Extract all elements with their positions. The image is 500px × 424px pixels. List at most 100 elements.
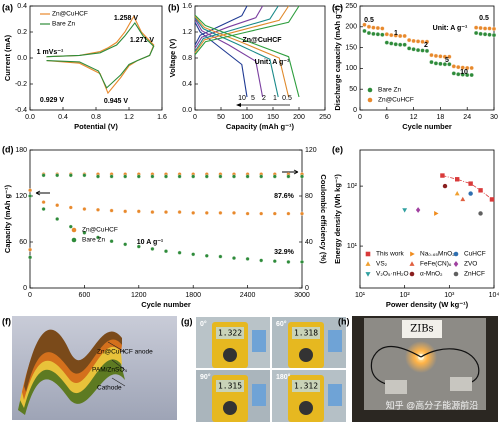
data-point [468, 181, 473, 186]
y2-tick-label: 0 [305, 285, 309, 292]
data-point [402, 208, 408, 213]
data-point [415, 39, 421, 44]
data-point [362, 28, 367, 34]
data-point [41, 207, 46, 211]
y2-axis-label: Coulombic efficiency (%) [319, 174, 328, 264]
data-point [406, 37, 412, 43]
meter-reading: 1.318 [294, 329, 318, 338]
annotation: 1 mVs⁻¹ [37, 49, 64, 56]
display [292, 327, 320, 339]
data-point [136, 209, 141, 214]
data-point [442, 54, 448, 59]
legend-swatch [71, 237, 77, 243]
data-point [454, 190, 460, 196]
annotation: Unit: A g⁻¹ [255, 59, 290, 66]
y-tick-label: 250 [345, 3, 357, 10]
data-point [429, 60, 434, 65]
data-point [204, 210, 209, 215]
y-tick-label: 150 [345, 44, 357, 51]
y-tick-label: 50 [349, 86, 357, 93]
legend-swatch [365, 261, 371, 266]
data-point [96, 235, 100, 240]
data-point [164, 249, 168, 254]
legend-label: FeFe(CN)₆ [420, 261, 452, 268]
data-point [55, 217, 60, 221]
data-point [447, 54, 452, 59]
layer-label: Zn@CuHCF anode [97, 349, 153, 356]
dial [223, 348, 237, 362]
data-point [123, 209, 128, 214]
meter-reading: 1.322 [218, 329, 242, 338]
y-tick-label: 100 [345, 65, 357, 72]
x-tick-label: 10¹ [355, 292, 366, 299]
annotation: 10 [460, 69, 468, 76]
data-point [164, 174, 168, 179]
data-point [393, 42, 398, 47]
data-point [96, 207, 100, 212]
x-tick-label: 250 [319, 114, 331, 121]
data-point [28, 247, 33, 252]
data-point [402, 42, 407, 47]
x-tick-label: 2400 [240, 292, 256, 299]
display [216, 380, 244, 392]
legend-label: Bare Zn [52, 21, 76, 28]
plot-frame [29, 149, 303, 289]
data-point [55, 173, 60, 178]
x-axis-label: Capacity (mAh g⁻¹) [226, 122, 295, 131]
data-point [393, 33, 398, 38]
legend-label: Bare Zn [378, 87, 402, 94]
dial [223, 401, 237, 415]
series-line [194, 5, 264, 98]
legend-label: Zn@CuHCF [378, 97, 414, 104]
legend-swatch [409, 261, 415, 266]
data-point [82, 173, 87, 178]
data-point [68, 173, 73, 178]
data-point [300, 174, 304, 179]
data-point [123, 174, 128, 179]
data-point [442, 62, 448, 67]
angle-label: 180° [276, 373, 291, 381]
data-point [473, 30, 479, 36]
legend-label: CuHCF [464, 251, 486, 258]
display [292, 380, 320, 392]
y-axis-label: Capacity (mAh g⁻¹) [3, 184, 12, 253]
data-point [380, 26, 385, 31]
data-point [489, 197, 495, 202]
data-point [411, 38, 416, 44]
annotation: 5 [445, 57, 449, 64]
data-point [451, 64, 456, 69]
data-point [96, 174, 100, 179]
data-point [433, 61, 439, 66]
data-point [398, 33, 403, 39]
legend-label: Bare Zn [82, 237, 106, 244]
x-tick-label: 0.4 [58, 114, 68, 121]
legend-swatch [365, 251, 371, 257]
data-point [28, 255, 33, 260]
data-point [204, 174, 209, 179]
x-axis-label: Power density (W kg⁻¹) [386, 300, 469, 309]
annotation: 87.6% [274, 193, 295, 200]
data-point [487, 26, 492, 31]
data-point [191, 174, 196, 179]
data-point [469, 72, 474, 78]
data-point [487, 32, 492, 37]
data-point [380, 32, 385, 37]
glove [252, 384, 266, 406]
x-tick-label: 0 [358, 114, 362, 121]
x-tick-label: 50 [217, 114, 225, 121]
annotation: 0.5 [479, 15, 489, 22]
data-point [491, 32, 497, 38]
legend-swatch [365, 272, 371, 277]
data-point [123, 242, 128, 247]
data-point [136, 174, 141, 179]
data-point [424, 39, 430, 44]
pouch-cell [450, 377, 472, 391]
x-tick-label: 0.0 [25, 114, 35, 121]
x-tick-label: 12 [410, 114, 418, 121]
x-tick-label: 1200 [131, 292, 147, 299]
sign-text: ZIBs [410, 324, 433, 335]
data-point [371, 25, 376, 30]
x-tick-label: 200 [293, 114, 305, 121]
y-tick-label: 200 [345, 24, 357, 31]
data-point [68, 224, 73, 229]
